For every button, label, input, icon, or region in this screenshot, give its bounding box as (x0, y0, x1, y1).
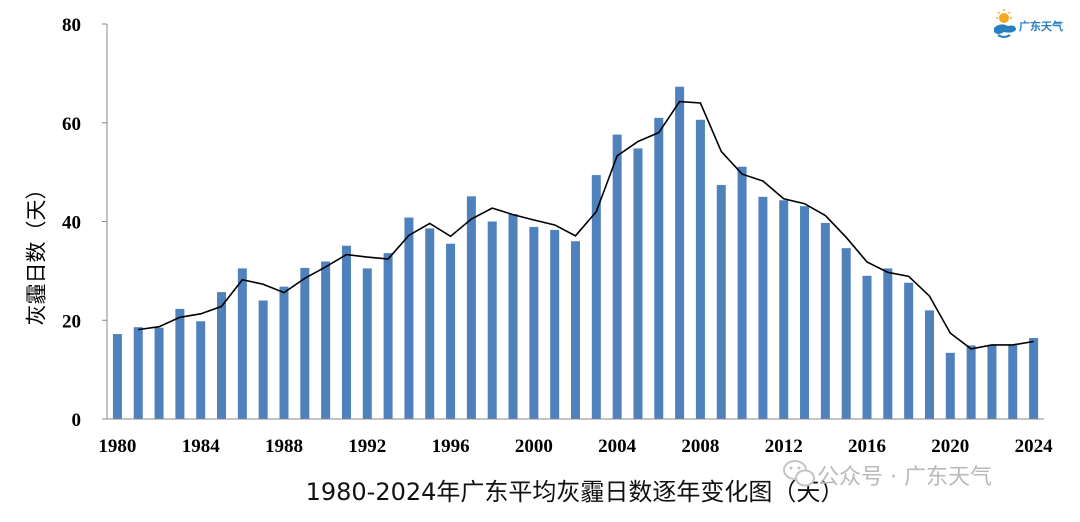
bar-2020 (945, 352, 955, 419)
x-tick-label-1988: 1988 (265, 436, 303, 457)
bar-1987 (258, 300, 268, 419)
bar-2007 (675, 86, 685, 420)
x-tick-label-2016: 2016 (848, 436, 886, 457)
bar-1989 (300, 267, 310, 419)
logo-text: 广东天气 (1019, 19, 1063, 33)
logo: 广东天气 (994, 9, 1063, 38)
bar-2022 (987, 344, 997, 419)
x-tick-label-1984: 1984 (182, 436, 221, 457)
bar-1986 (237, 268, 247, 419)
x-tick-label-1992: 1992 (348, 436, 386, 457)
bar-2004 (612, 134, 622, 419)
x-tick-label-1996: 1996 (432, 436, 470, 457)
bar-2000 (529, 226, 539, 419)
bar-2005 (633, 148, 643, 419)
bar-2018 (904, 282, 914, 419)
trend-line (138, 100, 1034, 350)
bar-1993 (383, 253, 393, 419)
y-tick-label-0: 0 (72, 410, 82, 431)
bar-1994 (404, 217, 414, 419)
bar-2016 (862, 275, 872, 419)
y-tick-label-80: 80 (62, 15, 81, 36)
bar-2009 (716, 184, 726, 419)
x-tick-label-2000: 2000 (515, 436, 553, 457)
bar-1997 (466, 196, 476, 419)
bar-2012 (779, 200, 789, 419)
bar-1990 (321, 261, 331, 419)
bar-2015 (841, 248, 851, 419)
bar-2019 (924, 310, 934, 420)
bar-2002 (571, 241, 580, 419)
wechat-icon (783, 460, 815, 487)
bar-2010 (737, 166, 747, 419)
bar-2023 (1008, 344, 1018, 419)
x-tick-label-2024: 2024 (1015, 436, 1054, 457)
chart-title: 1980-2024年广东平均灰霾日数逐年变化图（天） (306, 478, 845, 506)
bar-2001 (550, 229, 560, 419)
y-axis-label: 灰霾日数（天） (25, 179, 49, 326)
bar-1992 (362, 268, 372, 419)
y-ticks-group: 0 20 40 60 80 (62, 15, 107, 431)
y-tick-label-20: 20 (62, 311, 81, 332)
x-tick-label-2012: 2012 (765, 436, 803, 457)
bar-2006 (654, 117, 664, 419)
bar-2014 (820, 222, 830, 419)
bar-1982 (154, 327, 164, 419)
bar-2024 (1029, 338, 1039, 419)
bar-1985 (217, 292, 227, 419)
bars-group (112, 86, 1039, 420)
y-tick-label-40: 40 (62, 213, 81, 234)
x-tick-label-2008: 2008 (681, 436, 719, 457)
watermark-text: 公众号 · 广东天气 (817, 465, 992, 490)
bar-2017 (883, 268, 893, 419)
bar-1995 (425, 228, 435, 419)
x-ticks-group: 1980 1984 1988 1992 1996 2000 2004 2008 2012 2016… (98, 436, 1053, 457)
bar-2008 (695, 119, 705, 419)
bar-1980 (112, 334, 122, 419)
bar-2003 (591, 175, 601, 419)
watermark: 公众号 · 广东天气 (783, 460, 992, 490)
x-tick-label-2020: 2020 (931, 436, 969, 457)
bar-1991 (341, 245, 351, 419)
bar-1984 (196, 321, 206, 419)
x-tick-label-1980: 1980 (98, 436, 136, 457)
bar-1983 (175, 308, 185, 419)
bar-1988 (279, 286, 289, 419)
sun-cloud-icon (994, 9, 1016, 38)
bar-2011 (758, 196, 768, 419)
bar-1998 (487, 221, 497, 419)
bar-1996 (446, 243, 456, 419)
y-tick-label-60: 60 (62, 114, 81, 135)
bar-1981 (133, 327, 143, 419)
bar-1999 (508, 214, 518, 419)
x-tick-label-2004: 2004 (598, 436, 637, 457)
bar-2021 (966, 345, 976, 419)
bar-2013 (800, 206, 810, 419)
